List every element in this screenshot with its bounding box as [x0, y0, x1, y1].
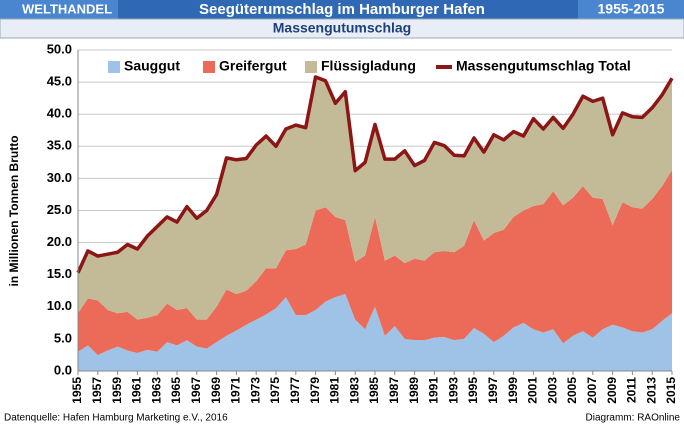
x-tick-label: 1967 [189, 377, 203, 404]
x-tick-label: 1999 [506, 377, 520, 404]
area [78, 293, 672, 371]
chart-title: Seegüterumschlag im Hamburger Hafen [199, 1, 485, 18]
x-tick-label: 1965 [169, 377, 183, 404]
x-tick-label: 1971 [229, 377, 243, 404]
x-tick-label: 1997 [486, 377, 500, 404]
legend-swatch [203, 61, 215, 73]
x-tick-label: 1969 [209, 377, 223, 404]
x-tick-label: 2005 [565, 377, 579, 404]
x-tick-label: 1973 [248, 377, 262, 404]
x-tick-label: 1987 [387, 377, 401, 404]
x-tick-label: 1995 [466, 377, 480, 404]
footer-source: Datenquelle: Hafen Hamburg Marketing e.V… [4, 413, 228, 424]
x-tick-label: 1957 [90, 377, 104, 404]
y-tick-label: 5.0 [54, 330, 72, 345]
area [78, 170, 672, 355]
legend-label: Sauggut [124, 58, 180, 74]
x-tick-label: 1977 [288, 377, 302, 404]
total-line [76, 75, 674, 274]
x-tick-label: 2013 [644, 377, 658, 404]
x-tick-label: 1959 [110, 377, 124, 404]
y-tick-label: 15.0 [47, 266, 72, 281]
x-tick-label: 1963 [149, 377, 163, 404]
y-tick-label: 40.0 [47, 106, 72, 121]
x-tick-label: 1961 [130, 377, 144, 404]
x-tick-label: 2001 [526, 377, 540, 404]
legend-label: Greifergut [219, 58, 287, 74]
x-tick-label: 1975 [268, 377, 282, 404]
x-tick-label: 1979 [308, 377, 322, 404]
y-tick-label: 35.0 [47, 138, 72, 153]
y-tick-label: 45.0 [47, 74, 72, 89]
x-tick-label: 2003 [545, 377, 559, 404]
y-tick-label: 20.0 [47, 234, 72, 249]
y-tick-label: 25.0 [47, 202, 72, 217]
x-tick-label: 1981 [328, 377, 342, 404]
x-tick-label: 1993 [446, 377, 460, 404]
header-right-box [578, 0, 684, 19]
y-tick-label: 0.0 [54, 362, 72, 377]
y-tick-label: 10.0 [47, 298, 72, 313]
legend-label: Flüssigladung [321, 58, 416, 74]
x-tick-label: 1955 [70, 377, 84, 404]
header-bar [0, 0, 684, 19]
footer-credit: Diagramm: RAOnline [586, 413, 681, 424]
legend-swatch [108, 61, 120, 73]
y-axis-title: in Millionen Tonnen Brutto [7, 135, 21, 286]
header-right: 1955-2015 [598, 1, 665, 17]
x-tick-label: 1983 [347, 377, 361, 404]
chart-subtitle: Massengutumschlag [273, 20, 411, 36]
x-tick-label: 1989 [407, 377, 421, 404]
x-tick-label: 1985 [367, 377, 381, 404]
y-tick-label: 30.0 [47, 170, 72, 185]
y-tick-label: 50.0 [47, 41, 72, 56]
header-left: WELTHANDEL [22, 1, 112, 16]
legend-label: Massengutumschlag Total [456, 58, 631, 74]
x-tick-label: 2009 [605, 377, 619, 404]
legend-swatch [305, 61, 317, 73]
subtitle-bar [0, 18, 684, 39]
x-tick-label: 1991 [427, 377, 441, 404]
x-tick-label: 2015 [664, 377, 678, 404]
x-tick-label: 2011 [625, 377, 639, 403]
header-left-box [0, 0, 118, 19]
x-tick-label: 2007 [585, 377, 599, 404]
